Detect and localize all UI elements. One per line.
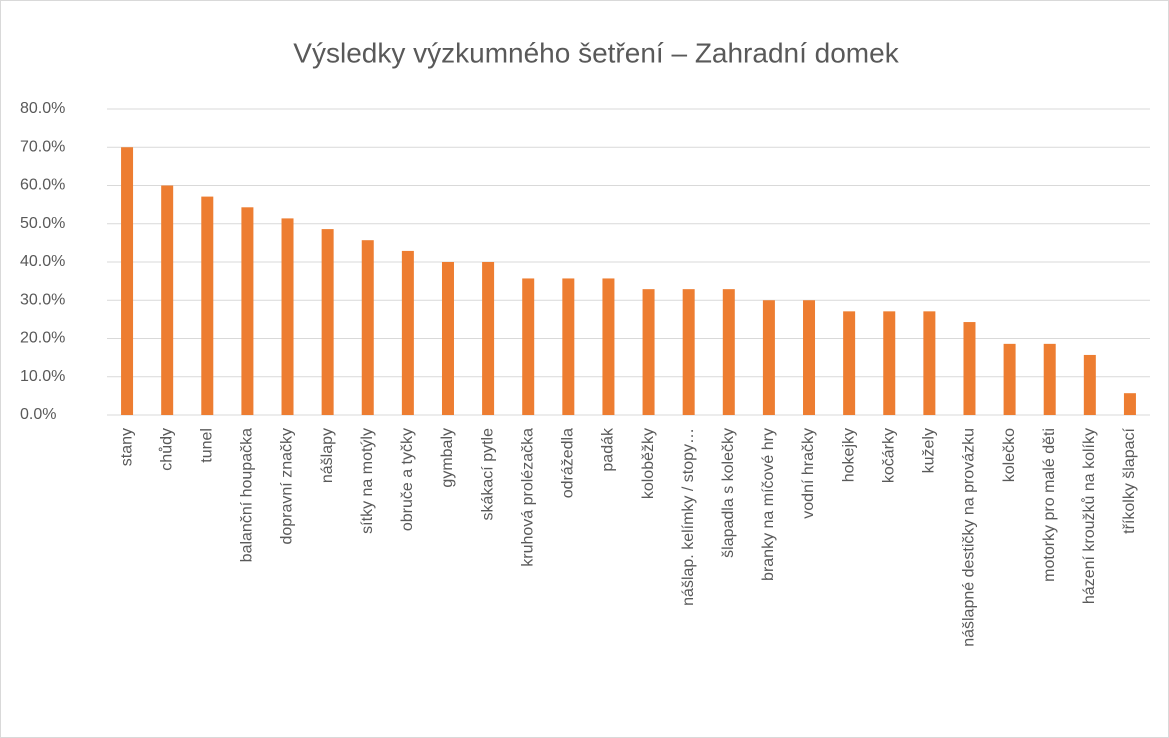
bar xyxy=(121,147,134,415)
bar xyxy=(201,196,214,415)
x-tick-label: tříkolky šlapací xyxy=(1121,427,1138,533)
x-tick-label: stany xyxy=(118,428,135,466)
x-tick-label: sítky na motýly xyxy=(359,428,376,534)
x-tick-label: kočárky xyxy=(880,428,897,483)
bar xyxy=(321,229,334,415)
bar xyxy=(1083,354,1096,415)
bar xyxy=(963,322,976,415)
y-tick-label: 10.0% xyxy=(20,368,65,385)
bar xyxy=(883,311,896,415)
x-tick-label: balanční houpačka xyxy=(239,428,256,562)
x-tick-label: hokejky xyxy=(840,428,857,482)
x-tick-label: dopravní značky xyxy=(279,428,296,545)
y-tick-label: 0.0% xyxy=(20,406,56,423)
chart-title: Výsledky výzkumného šetření – Zahradní d… xyxy=(293,37,899,68)
y-tick-label: 50.0% xyxy=(20,215,65,232)
bar xyxy=(441,262,454,415)
bar xyxy=(361,240,374,415)
bar xyxy=(281,218,294,415)
x-tick-label: šlapadla s kolečky xyxy=(720,428,737,558)
y-tick-label: 80.0% xyxy=(20,100,65,117)
bar xyxy=(562,278,575,415)
x-tick-label: kolečko xyxy=(1001,428,1018,482)
x-tick-label: tunel xyxy=(199,428,216,463)
bar xyxy=(762,300,775,415)
x-tick-label: motorky pro malé děti xyxy=(1041,428,1058,582)
x-tick-label: obruče a tyčky xyxy=(399,428,416,531)
bar xyxy=(642,289,655,415)
x-tick-label: kužely xyxy=(921,428,938,473)
bar xyxy=(1123,393,1136,415)
y-tick-label: 70.0% xyxy=(20,138,65,155)
bar xyxy=(522,278,535,415)
x-tick-label: nášlap. kelímky / stopy… xyxy=(680,428,697,606)
bar xyxy=(482,262,495,415)
x-tick-label: gymbaly xyxy=(439,428,456,488)
bar xyxy=(1043,343,1056,415)
y-tick-label: 20.0% xyxy=(20,330,65,347)
x-tick-label: kruhová prolézačka xyxy=(519,428,536,567)
x-tick-label: nášlapné destičky na provázku xyxy=(961,428,978,647)
x-tick-label: vodní hračky xyxy=(800,428,817,519)
bar xyxy=(682,289,695,415)
x-tick-label: nášlapy xyxy=(319,428,336,483)
x-tick-label: branky na míčové hry xyxy=(760,428,777,581)
bar xyxy=(1003,343,1016,415)
bar xyxy=(803,300,816,415)
x-tick-label: skákací pytle xyxy=(479,428,496,521)
bar xyxy=(923,311,936,415)
y-tick-label: 30.0% xyxy=(20,291,65,308)
y-tick-label: 40.0% xyxy=(20,253,65,270)
bar xyxy=(401,250,414,415)
bar xyxy=(241,207,254,415)
bar xyxy=(602,278,615,415)
x-tick-label: koloběžky xyxy=(640,428,657,499)
bar xyxy=(161,185,174,415)
bar xyxy=(843,311,856,415)
x-tick-label: padák xyxy=(600,427,617,472)
bar xyxy=(722,289,735,415)
x-tick-label: chůdy xyxy=(157,428,175,471)
x-tick-label: odrážedla xyxy=(560,428,577,498)
y-tick-label: 60.0% xyxy=(20,177,65,194)
x-tick-label: házení kroužků na kolíky xyxy=(1080,428,1098,604)
